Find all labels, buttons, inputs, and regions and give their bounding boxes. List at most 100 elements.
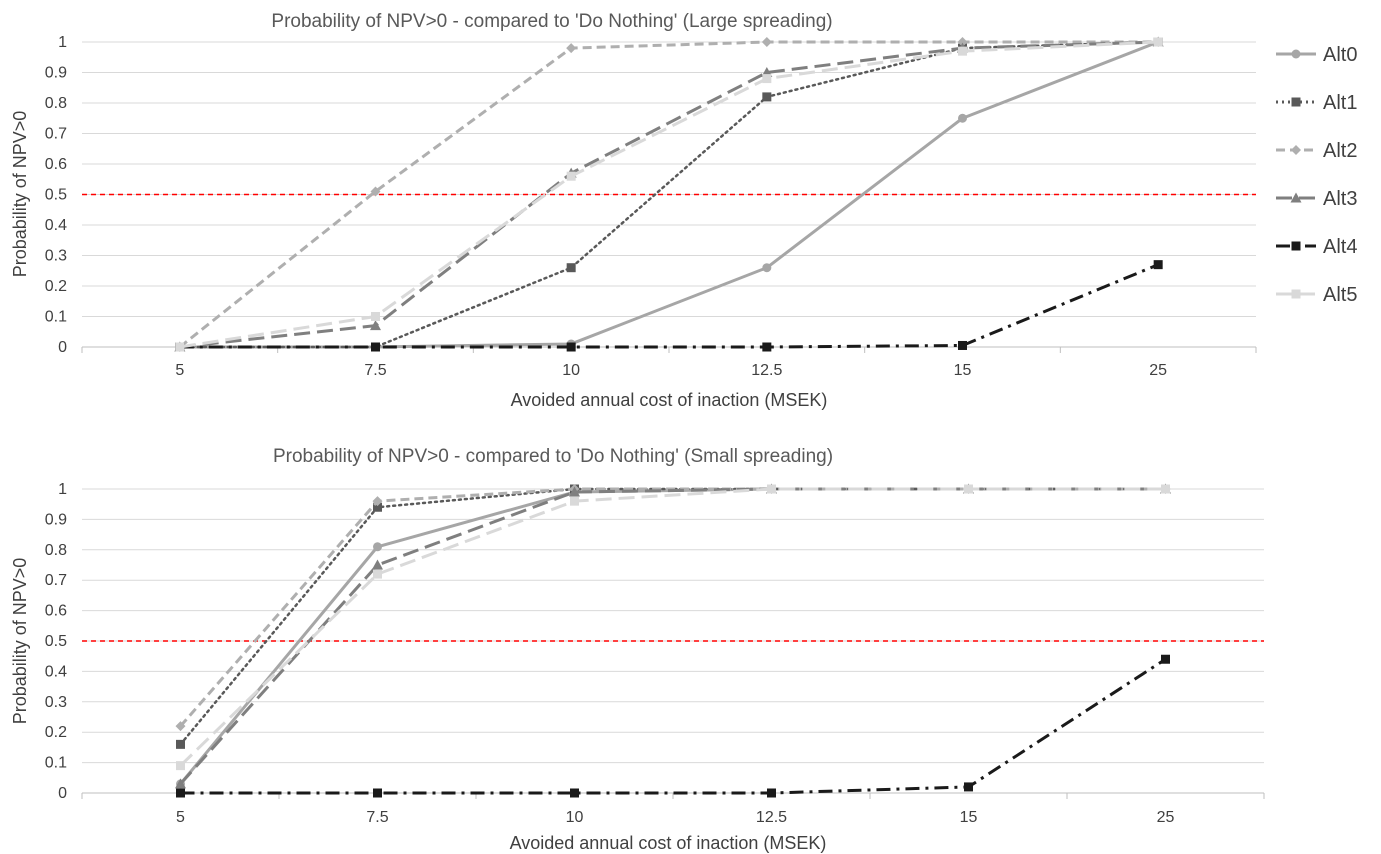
chart-large-spreading: Probability of NPV>0 - compared to 'Do N… (10, 11, 1257, 410)
data-point (1161, 484, 1170, 494)
series-line (179, 487, 1166, 785)
x-tick-label: 12.5 (751, 362, 782, 379)
y-tick-label: 0.4 (45, 663, 67, 680)
data-point (762, 74, 772, 84)
y-tick-label: 0.9 (45, 65, 67, 82)
data-point (175, 342, 185, 352)
y-axis-label: Probability of NPV>0 (10, 111, 30, 278)
series-line (179, 40, 1159, 349)
legend-item-alt0: Alt0 (1276, 44, 1357, 66)
x-tick-label: 15 (960, 809, 978, 826)
series-line (179, 40, 1159, 349)
legend-label: Alt2 (1323, 140, 1357, 162)
x-axis-label: Avoided annual cost of inaction (MSEK) (510, 833, 827, 853)
data-point (176, 761, 185, 771)
x-tick-label: 5 (175, 362, 184, 379)
legend-marker (1291, 241, 1301, 251)
y-tick-label: 0.5 (45, 633, 67, 650)
tick-labels: 00.10.20.30.40.50.60.70.80.915 7.5 10 12.5 1… (45, 481, 1175, 826)
x-tick-label: 5 (176, 809, 185, 826)
series-line (179, 487, 1166, 767)
series-alt1 (176, 484, 1170, 749)
data-point (570, 788, 579, 798)
data-point (566, 263, 576, 273)
data-point (373, 569, 382, 579)
y-tick-label: 0.2 (45, 278, 67, 295)
series-line (179, 263, 1159, 349)
y-tick-label: 1 (58, 34, 67, 51)
y-tick-label: 0.9 (45, 511, 67, 528)
legend-item-alt3: Alt3 (1276, 188, 1357, 210)
data-point (1153, 37, 1163, 47)
data-point (176, 739, 185, 749)
series-alt3 (175, 483, 1171, 789)
data-point (175, 721, 186, 732)
data-point (371, 342, 380, 352)
legend-item-alt5: Alt5 (1276, 284, 1357, 306)
y-tick-label: 0.3 (45, 694, 67, 711)
data-point (370, 186, 381, 197)
y-tick-label: 0.7 (45, 572, 67, 589)
legend-marker (1291, 97, 1301, 107)
data-point (1161, 654, 1170, 664)
series-alt5 (175, 37, 1163, 352)
y-tick-label: 0.8 (45, 95, 67, 112)
data-point (176, 788, 185, 798)
y-tick-label: 0.6 (45, 156, 67, 173)
x-tick-label: 12.5 (756, 809, 787, 826)
series-layer (174, 36, 1164, 352)
legend-item-alt2: Alt2 (1276, 140, 1357, 162)
legend-label: Alt1 (1323, 92, 1357, 114)
data-point (957, 37, 968, 47)
y-tick-label: 0 (58, 785, 67, 802)
y-tick-label: 0.7 (45, 126, 67, 143)
data-point (370, 320, 381, 331)
x-tick-label: 7.5 (364, 362, 386, 379)
data-point (964, 782, 973, 792)
legend-marker (1290, 192, 1302, 203)
legend-marker (1291, 289, 1301, 299)
legend: Alt0 Alt1 Alt2 Alt3 Alt4 Alt5 (1276, 44, 1357, 306)
data-point (175, 778, 186, 789)
series-alt2 (175, 484, 1171, 732)
y-tick-label: 0 (58, 339, 67, 356)
legend-marker (1291, 49, 1301, 59)
y-tick-label: 0.1 (45, 309, 67, 326)
data-point (1153, 260, 1163, 270)
data-point (371, 312, 380, 321)
x-tick-label: 15 (954, 362, 972, 379)
data-point (373, 542, 382, 552)
y-tick-label: 1 (58, 481, 67, 498)
series-line (178, 40, 1160, 349)
gridlines (81, 488, 1265, 799)
y-tick-label: 0.6 (45, 603, 67, 620)
series-alt0 (176, 484, 1170, 789)
series-layer (175, 483, 1171, 798)
data-point (372, 496, 383, 507)
data-point (964, 484, 973, 494)
data-point (566, 342, 576, 352)
data-point (958, 113, 967, 123)
y-tick-label: 0.3 (45, 248, 67, 265)
series-line (178, 40, 1159, 349)
data-point (762, 342, 772, 352)
legend-label: Alt4 (1323, 236, 1357, 258)
data-point (569, 486, 580, 497)
chart-title: Probability of NPV>0 - compared to 'Do N… (271, 11, 832, 32)
x-axis-label: Avoided annual cost of inaction (MSEK) (511, 390, 828, 410)
data-point (767, 484, 776, 494)
y-axis-label: Probability of NPV>0 (10, 558, 30, 725)
data-point (373, 788, 382, 798)
data-point (372, 559, 383, 570)
x-tick-label: 7.5 (366, 809, 388, 826)
data-point (570, 496, 579, 506)
data-point (767, 788, 776, 798)
x-tick-label: 25 (1149, 362, 1167, 379)
series-line (180, 657, 1167, 795)
data-point (761, 37, 772, 47)
legend-label: Alt0 (1323, 44, 1357, 66)
series-alt4 (176, 654, 1170, 798)
data-point (958, 340, 967, 350)
y-tick-label: 0.5 (45, 187, 67, 204)
